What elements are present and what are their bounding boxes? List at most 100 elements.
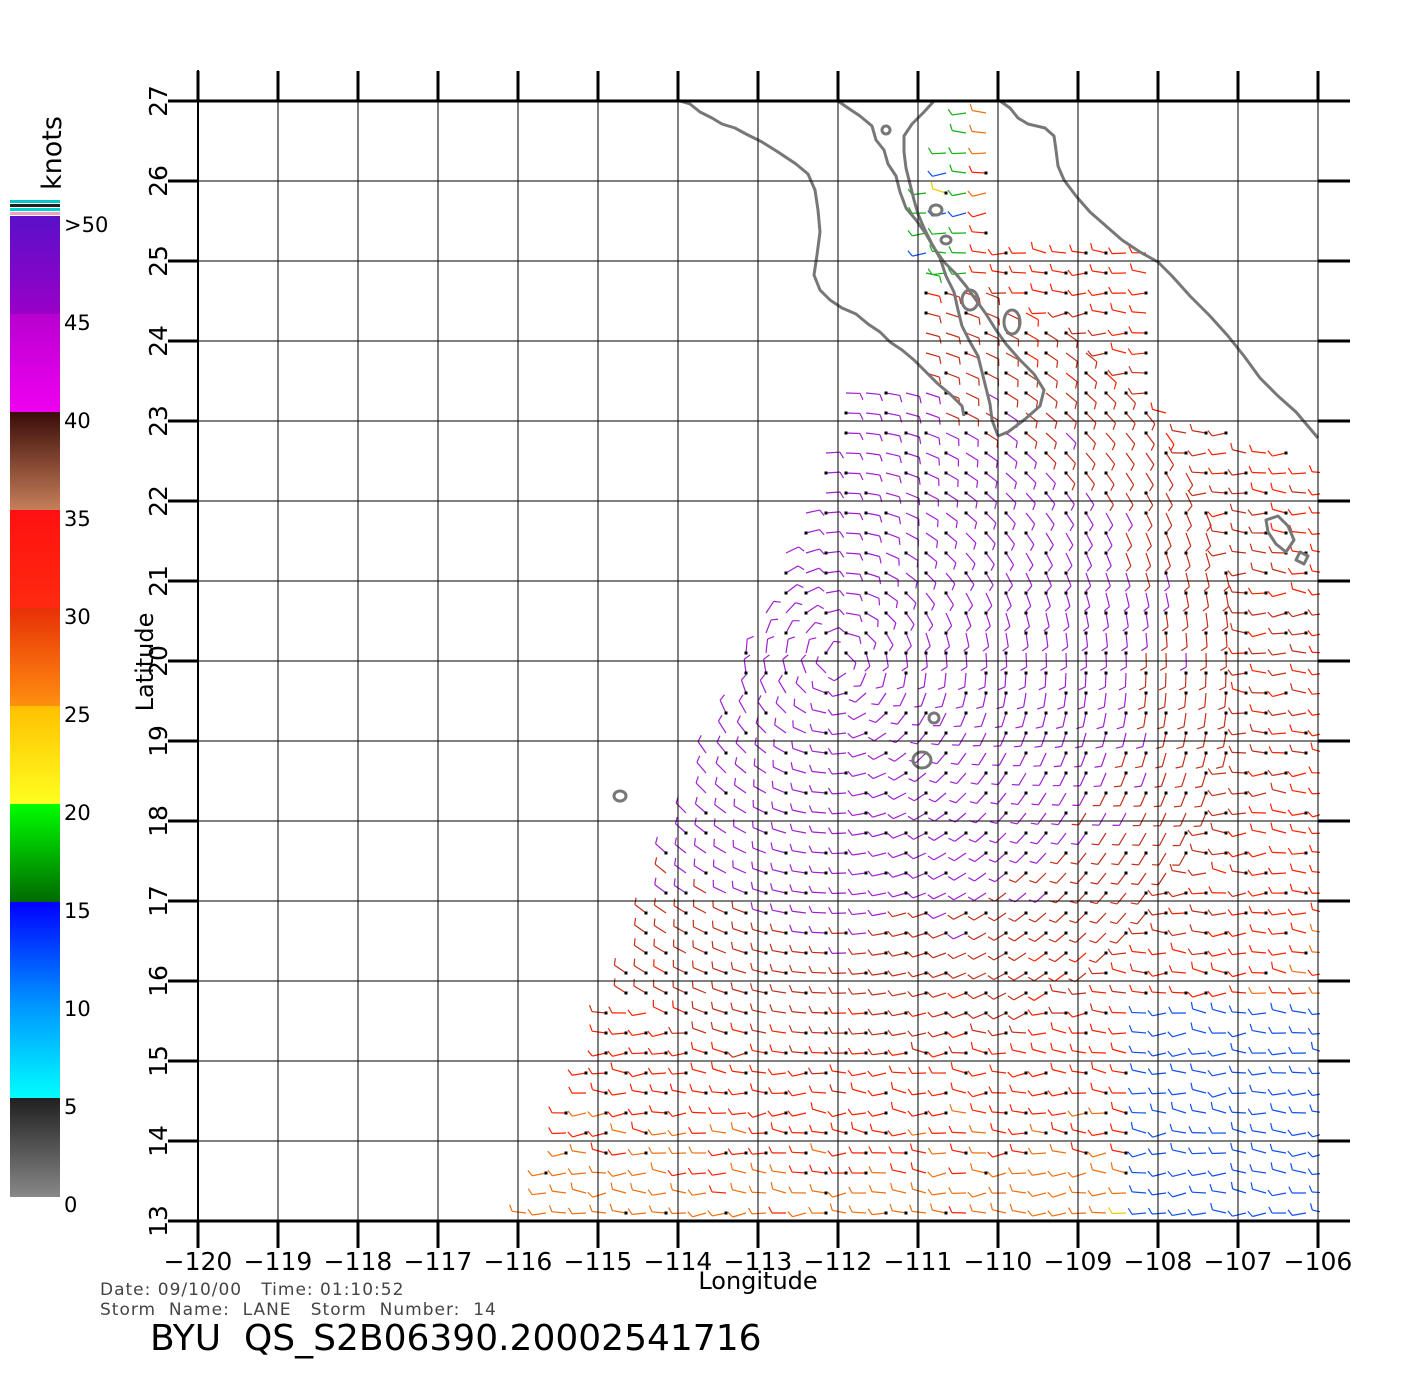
wind-barb — [710, 1061, 727, 1074]
wind-barb — [965, 532, 977, 550]
wind-barb — [730, 1182, 747, 1194]
wind-barb — [629, 1083, 648, 1095]
wind-barb — [1067, 1171, 1087, 1178]
wind-barb — [1289, 1004, 1307, 1014]
wind-barb — [1228, 647, 1248, 655]
wind-barb — [1064, 511, 1075, 532]
y-tick-label: 20 — [144, 645, 173, 677]
wind-barb — [1128, 1185, 1147, 1194]
wind-barb — [1132, 832, 1147, 846]
wind-barb — [1028, 307, 1047, 315]
wind-barb — [1287, 1209, 1307, 1216]
wind-barb — [1108, 247, 1127, 255]
wind-barb — [770, 842, 788, 855]
wind-barb — [1125, 452, 1135, 471]
wind-barb — [1029, 1123, 1048, 1135]
wind-barb — [927, 852, 947, 861]
wind-barb — [1307, 1027, 1320, 1035]
wind-barb — [1268, 986, 1287, 994]
y-tick-label: 14 — [144, 1125, 173, 1157]
wind-barb — [672, 939, 687, 954]
wind-barb — [984, 511, 997, 530]
y-tick-label: 26 — [144, 165, 173, 197]
wind-barb — [1010, 812, 1027, 825]
wind-barb — [1136, 711, 1148, 730]
wind-barb — [864, 511, 883, 523]
wind-barb — [509, 1204, 527, 1214]
wind-barb — [1065, 532, 1074, 552]
wind-barb — [1024, 431, 1038, 449]
wind-barb — [1115, 732, 1127, 749]
wind-barb — [767, 1068, 787, 1076]
wind-barb — [1270, 1162, 1287, 1174]
wind-barb — [929, 1203, 948, 1215]
wind-barb — [1068, 952, 1087, 963]
wind-barb — [1210, 1002, 1227, 1014]
wind-barb — [1004, 391, 1019, 408]
island-san-benedicto — [927, 711, 941, 725]
wind-barb — [884, 431, 903, 443]
wind-barb — [867, 1048, 888, 1056]
wind-barb — [950, 1062, 968, 1075]
wind-barb — [871, 692, 887, 706]
wind-barb — [969, 1023, 987, 1034]
wind-barb — [1129, 1063, 1147, 1074]
wind-barb — [947, 852, 967, 862]
wind-barb — [751, 861, 768, 875]
wind-barb — [947, 211, 967, 218]
x-tick-label: −114 — [644, 1247, 713, 1276]
wind-barb — [1129, 963, 1148, 975]
wind-barb — [828, 1026, 848, 1035]
wind-barb — [1127, 927, 1148, 935]
wind-barb — [944, 291, 962, 304]
wind-barb — [1009, 1143, 1028, 1155]
wind-barb — [1310, 742, 1320, 752]
wind-barb — [1307, 687, 1320, 695]
wind-barb — [648, 1205, 668, 1215]
wind-barb — [968, 165, 988, 175]
wind-barb — [788, 1126, 808, 1135]
wind-barb — [887, 891, 908, 898]
wind-barb — [1164, 551, 1171, 572]
wind-barb — [1150, 402, 1167, 414]
wind-barb — [1029, 852, 1047, 864]
wind-barb — [1229, 864, 1248, 875]
wind-barb — [1122, 611, 1129, 632]
wind-barb — [1185, 492, 1193, 512]
wind-barb — [1330, 924, 1346, 933]
wind-barb — [947, 892, 967, 901]
wind-barb — [805, 509, 825, 516]
wind-barb — [1227, 1210, 1247, 1217]
wind-barb — [1108, 266, 1127, 274]
wind-barb — [1267, 1088, 1287, 1096]
wind-barb — [587, 1050, 608, 1057]
wind-barb — [967, 1011, 988, 1019]
wind-barb — [1223, 571, 1230, 592]
wind-barb — [1207, 448, 1227, 456]
wind-barb — [692, 940, 708, 955]
wind-barb — [987, 1047, 1007, 1055]
wind-barb — [927, 831, 948, 841]
wind-barb — [1067, 1110, 1088, 1117]
wind-barb — [1007, 952, 1027, 962]
wind-barb — [825, 589, 845, 597]
wind-barb — [885, 452, 902, 464]
wind-barb — [907, 892, 927, 899]
colorbar-label: >50 — [64, 213, 108, 237]
wind-barb — [1307, 609, 1320, 616]
wind-barb — [808, 905, 827, 914]
wind-barb — [547, 1169, 567, 1177]
wind-barb — [945, 432, 960, 447]
wind-barb — [627, 1009, 647, 1017]
wind-barb — [1210, 962, 1228, 975]
wind-barb — [647, 1030, 668, 1038]
wind-barb — [749, 1043, 768, 1055]
wind-barb — [527, 1170, 548, 1177]
wind-barb — [668, 1207, 687, 1215]
wind-barb — [1205, 532, 1212, 552]
wind-barb — [1073, 771, 1088, 787]
wind-barb — [1105, 572, 1111, 592]
wind-barb — [1007, 1128, 1028, 1136]
y-tick-label: 18 — [144, 805, 173, 837]
wind-barb — [1308, 886, 1320, 894]
